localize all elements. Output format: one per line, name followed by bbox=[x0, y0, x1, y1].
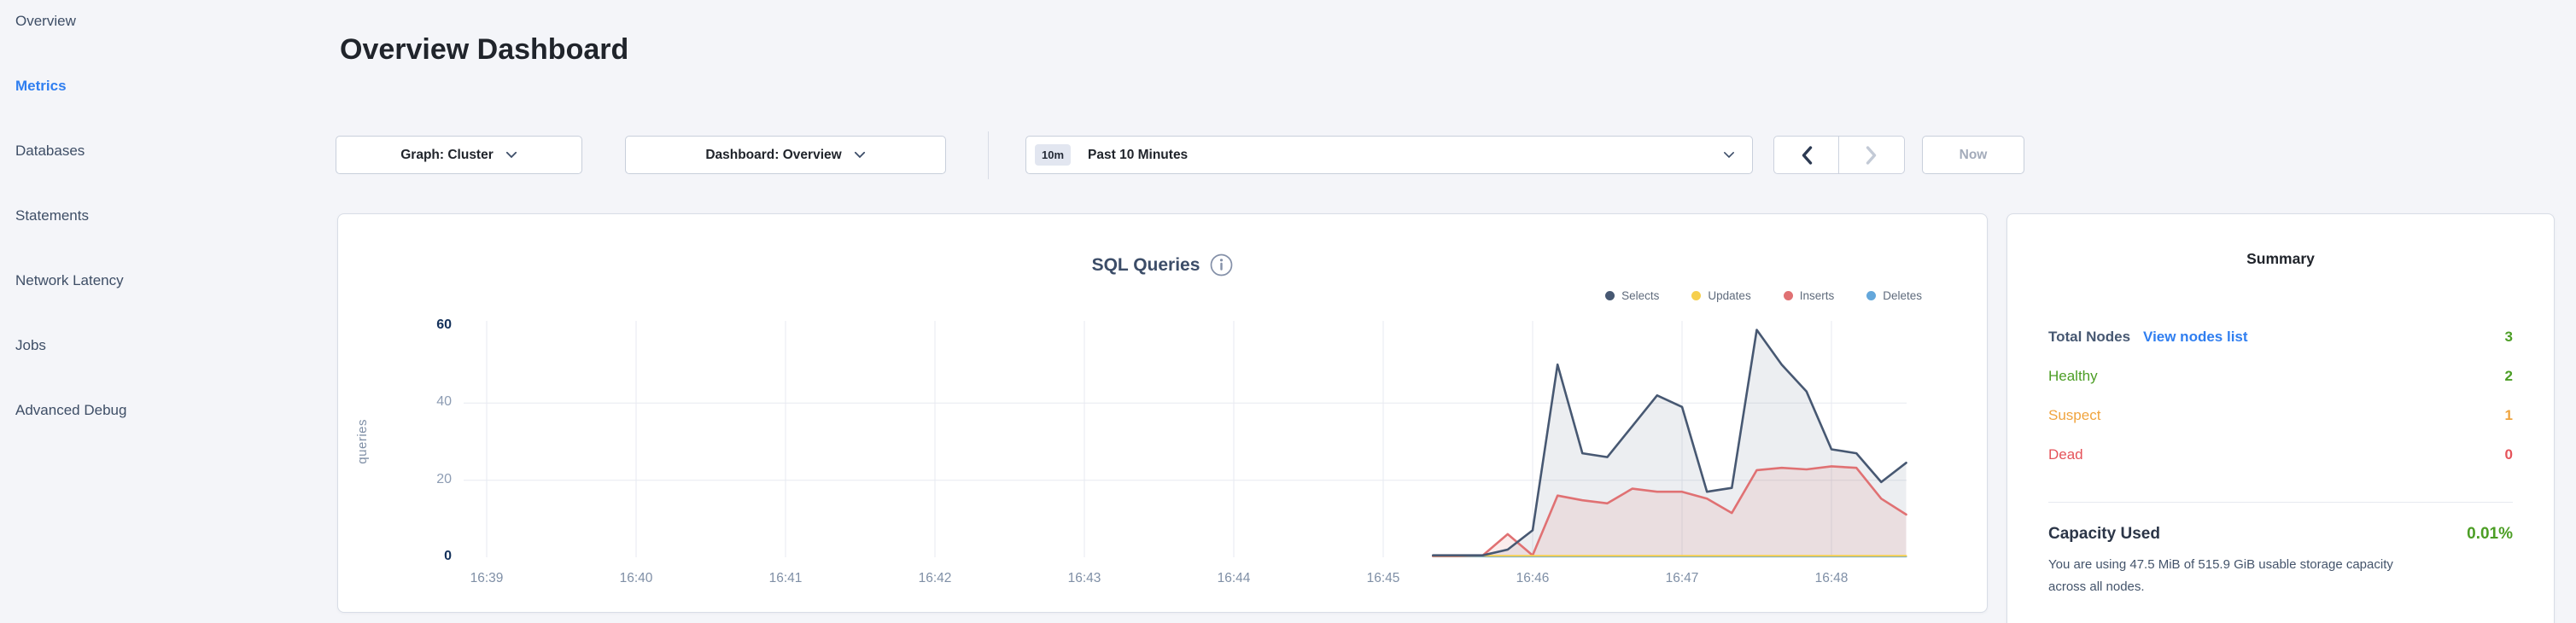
summary-divider bbox=[2048, 502, 2513, 503]
sql-queries-chart-card: SQL Queries Selects Updates Inserts Deletes… bbox=[337, 213, 1988, 613]
chart-title: SQL Queries bbox=[1091, 254, 1200, 275]
suspect-value: 1 bbox=[2504, 407, 2513, 423]
prev-time-button[interactable] bbox=[1774, 137, 1839, 173]
summary-rows: Total Nodes View nodes list 3 Healthy 2 … bbox=[2048, 317, 2513, 475]
capacity-used-label: Capacity Used bbox=[2048, 525, 2160, 543]
capacity-used-value: 0.01% bbox=[2467, 525, 2513, 543]
time-range-label: Past 10 Minutes bbox=[1088, 147, 1189, 162]
suspect-label: Suspect bbox=[2048, 407, 2101, 423]
dead-label: Dead bbox=[2048, 446, 2083, 463]
sidebar-item-metrics[interactable]: Metrics bbox=[15, 78, 67, 94]
dead-nodes-row: Dead 0 bbox=[2048, 435, 2513, 475]
x-tick-label: 16:48 bbox=[1814, 571, 1849, 585]
total-nodes-value: 3 bbox=[2504, 329, 2513, 345]
legend-dot bbox=[1866, 291, 1877, 300]
legend-item-deletes[interactable]: Deletes bbox=[1866, 289, 1922, 302]
total-nodes-label: Total Nodes bbox=[2048, 329, 2131, 345]
chevron-down-icon bbox=[1724, 152, 1734, 159]
sidebar: Overview Metrics Databases Statements Ne… bbox=[0, 0, 337, 466]
info-icon[interactable] bbox=[1210, 253, 1233, 277]
page-title: Overview Dashboard bbox=[340, 33, 629, 66]
chevron-left-icon bbox=[1802, 145, 1812, 165]
x-tick-label: 16:46 bbox=[1516, 571, 1550, 585]
chart-legend: Selects Updates Inserts Deletes bbox=[1605, 289, 1922, 302]
plot-area: queries 0 20 40 60 16:39 16:40 16:41 16:42 16:43… bbox=[355, 317, 1907, 585]
legend-item-updates[interactable]: Updates bbox=[1691, 289, 1751, 302]
chevron-down-icon bbox=[505, 151, 517, 159]
y-tick-label: 60 bbox=[436, 317, 452, 332]
healthy-label: Healthy bbox=[2048, 368, 2098, 384]
next-time-button[interactable] bbox=[1839, 137, 1904, 173]
x-tick-label: 16:44 bbox=[1217, 571, 1251, 585]
y-tick-label: 40 bbox=[436, 394, 452, 410]
chevron-down-icon bbox=[854, 151, 865, 159]
sidebar-item-databases[interactable]: Databases bbox=[15, 143, 85, 159]
y-tick-label: 0 bbox=[444, 549, 452, 563]
dashboard-dropdown[interactable]: Dashboard: Overview bbox=[625, 136, 946, 174]
total-nodes-row: Total Nodes View nodes list 3 bbox=[2048, 317, 2513, 357]
capacity-used-row: Capacity Used 0.01% bbox=[2048, 525, 2513, 544]
dead-value: 0 bbox=[2504, 446, 2513, 463]
legend-label: Selects bbox=[1621, 289, 1660, 302]
view-nodes-list-link[interactable]: View nodes list bbox=[2143, 329, 2248, 345]
controls-divider bbox=[988, 131, 989, 179]
x-tick-label: 16:42 bbox=[918, 571, 952, 585]
legend-dot bbox=[1691, 291, 1702, 300]
main-content: Overview Dashboard Graph: Cluster Dashbo… bbox=[336, 0, 2576, 623]
chevron-right-icon bbox=[1866, 145, 1877, 165]
x-tick-label: 16:40 bbox=[619, 571, 653, 585]
graph-dropdown[interactable]: Graph: Cluster bbox=[336, 136, 582, 174]
sidebar-item-statements[interactable]: Statements bbox=[15, 207, 89, 224]
time-range-badge: 10m bbox=[1035, 144, 1072, 166]
legend-label: Inserts bbox=[1799, 289, 1835, 302]
sidebar-item-jobs[interactable]: Jobs bbox=[15, 337, 46, 353]
sidebar-item-network-latency[interactable]: Network Latency bbox=[15, 272, 124, 288]
sql-queries-plot[interactable] bbox=[464, 321, 1907, 558]
controls-row: Graph: Cluster Dashboard: Overview 10m P… bbox=[336, 131, 2576, 179]
healthy-nodes-row: Healthy 2 bbox=[2048, 357, 2513, 396]
x-tick-label: 16:47 bbox=[1665, 571, 1699, 585]
summary-panel: Summary Total Nodes View nodes list 3 He… bbox=[2006, 213, 2555, 623]
y-tick-label: 20 bbox=[436, 471, 452, 486]
time-step-buttons bbox=[1773, 136, 1905, 174]
summary-title: Summary bbox=[2246, 250, 2315, 267]
legend-dot bbox=[1605, 291, 1615, 300]
chart-title-row: SQL Queries bbox=[338, 253, 1987, 277]
capacity-description: You are using 47.5 MiB of 515.9 GiB usab… bbox=[2048, 557, 2393, 595]
x-tick-label: 16:39 bbox=[470, 571, 504, 585]
now-button[interactable]: Now bbox=[1922, 136, 2024, 174]
x-tick-label: 16:41 bbox=[768, 571, 803, 585]
x-tick-label: 16:43 bbox=[1067, 571, 1101, 585]
sidebar-item-overview[interactable]: Overview bbox=[15, 13, 76, 29]
sidebar-item-advanced-debug[interactable]: Advanced Debug bbox=[15, 402, 127, 418]
healthy-value: 2 bbox=[2504, 368, 2513, 384]
y-axis-label: queries bbox=[355, 419, 370, 464]
x-tick-label: 16:45 bbox=[1366, 571, 1400, 585]
legend-item-selects[interactable]: Selects bbox=[1605, 289, 1659, 302]
dashboard-dropdown-label: Dashboard: Overview bbox=[705, 147, 842, 162]
suspect-nodes-row: Suspect 1 bbox=[2048, 396, 2513, 435]
graph-dropdown-label: Graph: Cluster bbox=[400, 147, 494, 162]
time-range-picker[interactable]: 10m Past 10 Minutes bbox=[1025, 136, 1753, 174]
legend-label: Deletes bbox=[1883, 289, 1922, 302]
legend-label: Updates bbox=[1708, 289, 1751, 302]
legend-item-inserts[interactable]: Inserts bbox=[1783, 289, 1835, 302]
content-row: SQL Queries Selects Updates Inserts Deletes… bbox=[337, 213, 2576, 623]
legend-dot bbox=[1783, 291, 1793, 300]
